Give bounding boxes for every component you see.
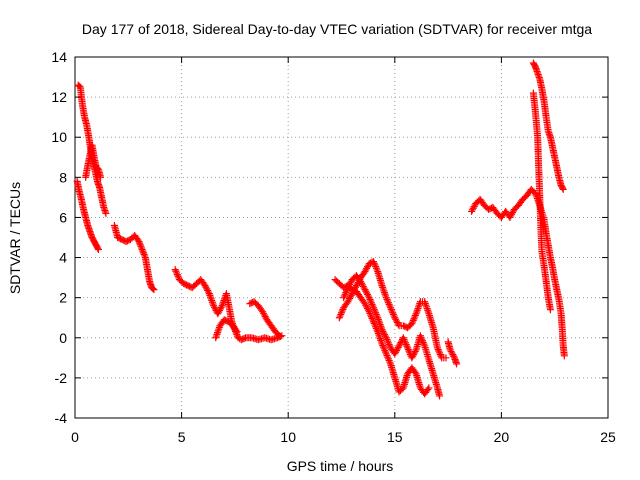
series-seg8	[331, 276, 433, 398]
data-point-markers	[110, 221, 158, 294]
series-seg13	[529, 59, 567, 193]
data-point-markers	[529, 59, 567, 193]
y-tick-label: 14	[51, 49, 67, 65]
x-axis-label: GPS time / hours	[287, 458, 394, 474]
x-tick-label: 20	[494, 429, 510, 445]
y-axis-label: SDTVAR / TECUs	[7, 182, 23, 294]
grid-lines	[75, 57, 608, 418]
x-tick-label: 10	[280, 429, 296, 445]
y-tick-label: 2	[59, 290, 67, 306]
y-tick-label: 6	[59, 209, 67, 225]
chart-title: Day 177 of 2018, Sidereal Day-to-day VTE…	[82, 21, 592, 37]
plot-frame	[74, 56, 609, 419]
data-point-markers	[212, 316, 241, 342]
x-tick-label: 25	[600, 429, 616, 445]
data-point-markers	[73, 177, 102, 254]
data-point-markers	[529, 89, 554, 314]
series-seg11	[444, 338, 461, 368]
x-tick-label: 5	[178, 429, 186, 445]
series-seg4	[110, 221, 158, 294]
series-seg12	[468, 185, 568, 360]
series-seg6	[212, 316, 241, 342]
series-seg14	[529, 89, 554, 314]
data-point-markers	[468, 185, 568, 360]
y-tick-label: 10	[51, 129, 67, 145]
series-seg5	[171, 266, 286, 344]
axis-ticks: 0 5 10 15 20 25 -4 -2 0 2 4 6 8 10 12 14	[51, 49, 616, 445]
data-point-markers	[246, 298, 284, 340]
data-point-markers	[171, 266, 286, 344]
series-seg9	[335, 258, 450, 362]
y-tick-label: -2	[55, 370, 68, 386]
data-point-markers	[340, 272, 444, 400]
series-seg2	[73, 177, 102, 254]
series-seg10	[340, 272, 444, 400]
series-seg3	[82, 141, 105, 181]
series-seg7	[246, 298, 284, 340]
data-point-markers	[82, 141, 105, 181]
data-point-markers	[444, 338, 461, 368]
y-tick-label: 8	[59, 169, 67, 185]
y-tick-label: 0	[59, 330, 67, 346]
y-tick-label: 12	[51, 89, 67, 105]
y-tick-label: -4	[55, 410, 68, 426]
x-tick-label: 0	[71, 429, 79, 445]
data-point-markers	[331, 276, 433, 398]
data-markers	[73, 59, 568, 400]
x-tick-label: 15	[387, 429, 403, 445]
y-tick-label: 4	[59, 250, 67, 266]
data-point-markers	[335, 258, 450, 362]
